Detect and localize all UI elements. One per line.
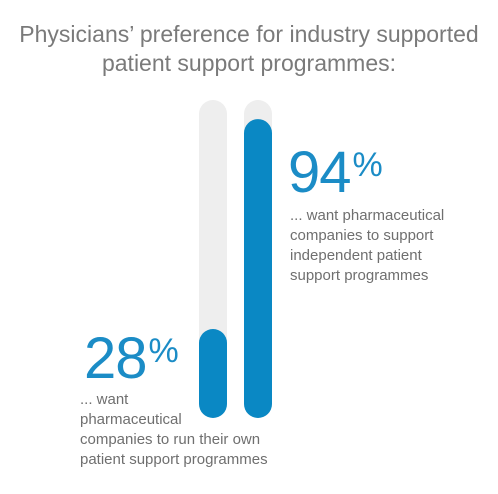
value-label-1: 28%	[84, 330, 179, 388]
annotation-2-line-4: support programmes	[290, 267, 429, 284]
annotation-2-line-3: independent patient	[290, 247, 422, 264]
value-label-2-unit: %	[352, 146, 383, 184]
annotation-1-line-4: patient support programmes	[80, 451, 268, 468]
value-label-2: 94%	[288, 144, 383, 202]
chart-title-line-2: patient support programmes:	[101, 50, 397, 76]
bar-2	[244, 119, 272, 418]
annotation-1: ... want pharmaceutical companies to run…	[80, 390, 268, 470]
bar-1	[199, 329, 227, 418]
annotation-2-line-2: companies to support	[290, 227, 434, 244]
value-label-1-unit: %	[148, 332, 179, 370]
annotation-1-line-2: pharmaceutical	[80, 411, 182, 428]
annotation-2: ... want pharmaceutical companies to sup…	[290, 206, 444, 286]
annotation-2-line-1: ... want pharmaceutical	[290, 207, 445, 224]
value-label-1-number: 28	[84, 326, 148, 391]
annotation-1-line-1: ... want	[80, 391, 129, 408]
chart-title-line-1: Physicians’ preference for industry supp…	[19, 21, 479, 47]
annotation-1-line-3: companies to run their own	[80, 431, 261, 448]
chart-title: Physicians’ preference for industry supp…	[0, 20, 498, 78]
value-label-2-number: 94	[288, 140, 352, 205]
